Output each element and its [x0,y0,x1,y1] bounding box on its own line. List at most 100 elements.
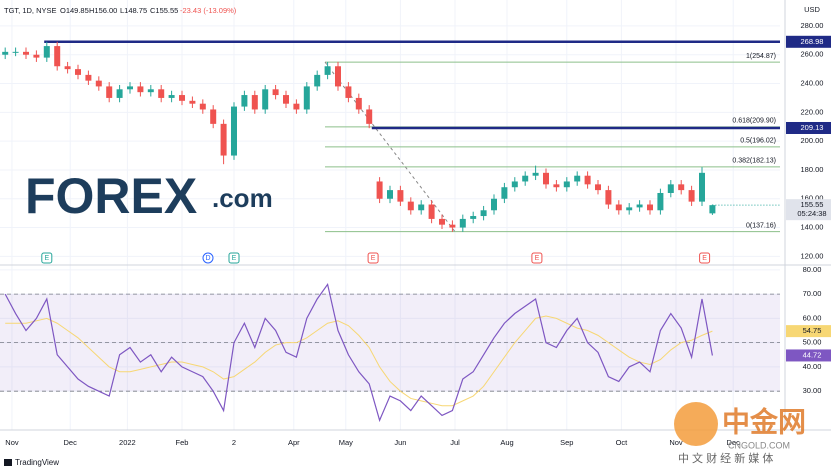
candle-body [293,103,300,110]
ohlc-close: C155.55 [150,6,178,15]
ohlc-high: H156.00 [89,6,117,15]
candle-body [615,204,622,211]
rsi-band [0,294,780,392]
y-tick-label: 60.00 [803,313,822,322]
candle-body [106,86,113,98]
x-tick-label: Jun [394,438,406,447]
event-marker [531,252,543,264]
x-tick-label: Feb [176,438,189,447]
candle-body [699,172,705,202]
rsi-line [4,282,713,423]
symbol: TGT, 1D, NYSE [4,6,57,15]
price-line-label: 268.98 [801,37,824,46]
candle-body [678,184,685,191]
candle-body [543,172,549,185]
event-label: E [232,255,237,262]
candle-body [314,74,321,87]
cn-logo: 中金网 [722,405,806,437]
candle-body [158,89,165,98]
candle-body [345,86,352,98]
value-tag-label: 44.72 [803,350,822,359]
plot: 1(254.87) 0.618(209.90) 0.5(196.02) 0.382(1… [0,40,780,423]
candle-body [418,204,425,211]
logo-main: FOREX [25,168,197,224]
candle-body [251,95,258,110]
candle-body [241,95,248,107]
candle-body [54,46,61,67]
rsi-line [5,315,713,407]
countdown: 05:24:38 [797,209,826,218]
x-tick-label: 2 [232,438,236,447]
candle-body [626,207,633,211]
event-label: E [702,255,707,262]
candle-body [303,86,310,110]
value-tag-label: 54.75 [803,326,822,335]
candle-body [262,89,269,110]
value-tag [786,325,831,338]
candle-body [387,190,393,199]
candle-body [470,216,477,219]
candle-body [116,89,123,98]
fib-label: 0.5(196.02) [740,138,776,145]
platform: TradingView [15,458,59,467]
candle-body [137,86,144,93]
y-tick-label: 260.00 [801,50,824,59]
x-tick-label: Jul [450,438,460,447]
ohlc-low: L148.75 [120,6,147,15]
fib-label: 0.382(182.13) [732,158,776,165]
ohlc-open: O149.85 [60,6,89,15]
x-tick-label: Dec [727,438,741,447]
y-tick-label: 280.00 [801,21,824,30]
y-tick-label: 70.00 [803,289,822,298]
x-tick-label: Nov [669,438,683,447]
fib-label: 0.618(209.90) [732,118,776,125]
y-tick-label: 200.00 [801,136,824,145]
x-tick-label: May [339,438,353,447]
x-tick-label: 2022 [119,438,136,447]
candle-body [324,66,331,75]
y-tick-label: 30.00 [803,386,822,395]
change: -23.43 (-13.09%) [180,6,237,15]
axes: 280.00260.00240.00220.00200.00180.00160.… [5,21,831,447]
event-label: E [535,255,540,262]
currency: USD [804,5,820,14]
candle-body [33,54,40,58]
price-line-tag [786,121,831,134]
event-marker [41,252,53,264]
y-tick-label: 160.00 [801,194,824,203]
candle-body [595,184,601,191]
event-label: E [371,255,376,262]
candle-body [23,51,29,55]
candle-body [636,204,643,208]
candle-body [584,175,591,185]
cn-tagline: 中 文 财 经 新 媒 体 [678,451,773,465]
candle-body [491,198,497,211]
candle-body [210,109,217,124]
y-tick-label: 240.00 [801,79,824,88]
candle-body [428,204,435,219]
candle-body [709,205,716,214]
value-tag [786,349,831,362]
candle-body [355,97,362,110]
candle-body [127,86,133,90]
fib-label: 0(137.16) [746,222,776,229]
candle-body [366,109,373,124]
footer: TradingView 中金网 CNGOLD.COM 中 文 财 经 新 媒 体 [4,402,806,467]
candle-body [647,204,653,211]
x-tick-label: Aug [500,438,513,447]
candle-body [657,192,664,211]
cn-site: CNGOLD.COM [728,440,790,450]
logo-suffix: .com [212,183,273,213]
event-label: E [44,255,49,262]
watermark: FOREX .com [25,168,273,224]
price-line-label: 209.13 [801,123,824,132]
candle-body [220,123,227,156]
candle-body [449,224,456,228]
candle-body [407,201,414,211]
price-line-tag [786,35,831,48]
candle-body [168,95,175,98]
event-marker [367,252,379,264]
candle-body [522,175,529,182]
x-tick-label: Dec [64,438,78,447]
candle-body [199,103,206,110]
